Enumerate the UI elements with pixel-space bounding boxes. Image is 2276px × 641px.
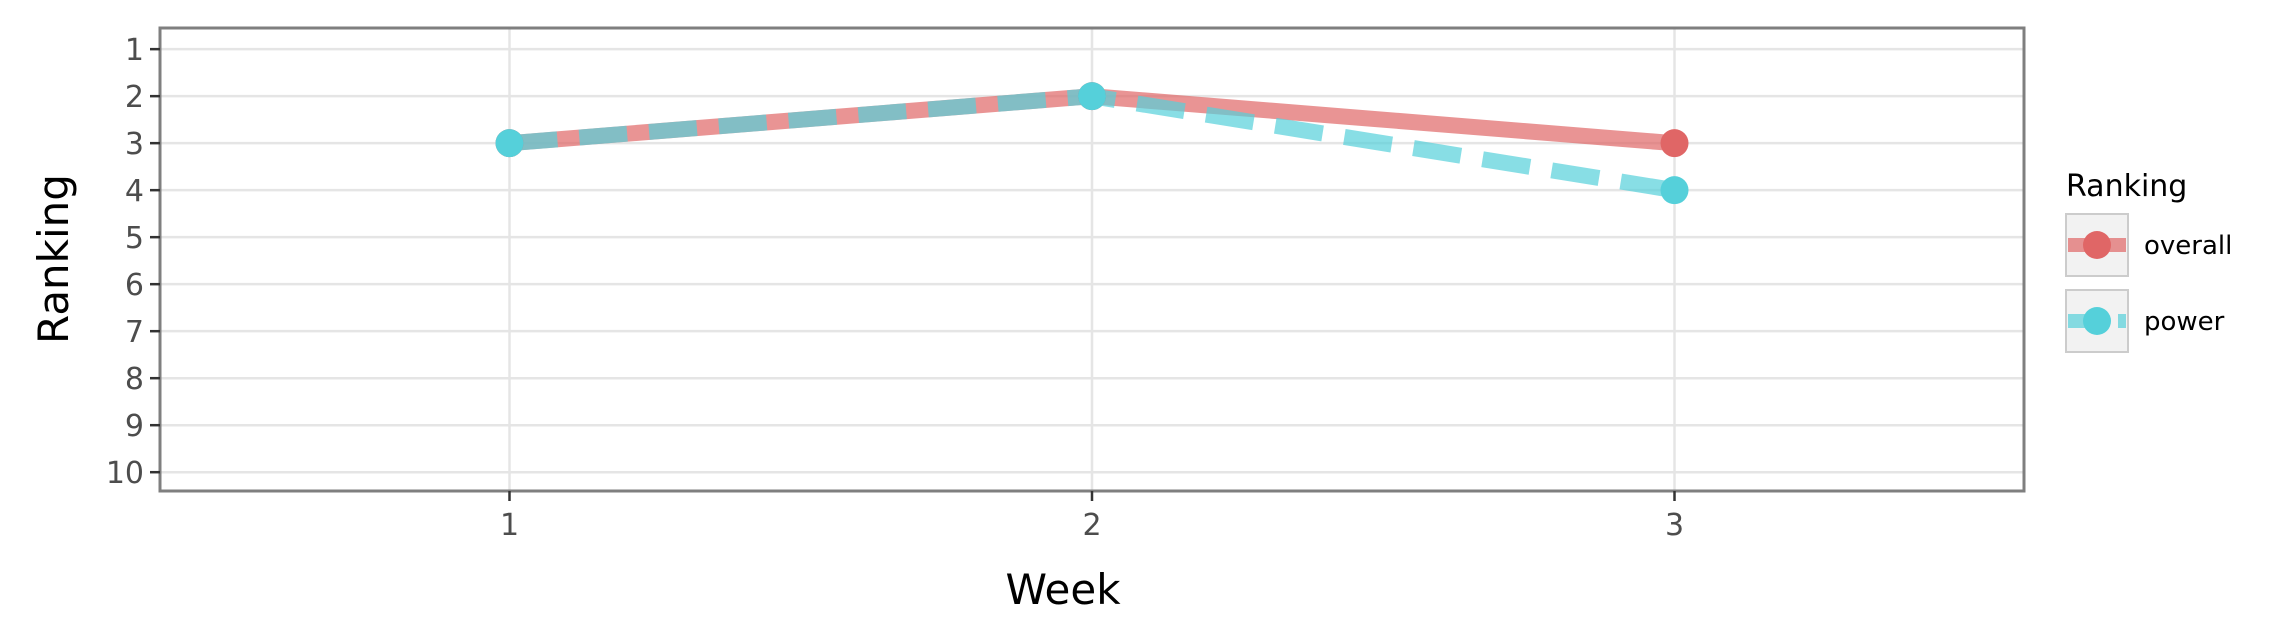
legend-key-point — [2083, 231, 2111, 259]
data-point-power — [1078, 82, 1106, 111]
y-tick-label: 1 — [125, 33, 144, 68]
y-tick-label: 4 — [125, 174, 144, 209]
x-tick-label: 2 — [1082, 508, 1101, 543]
legend-key-point — [2083, 307, 2111, 335]
x-tick-label: 1 — [500, 508, 519, 543]
y-tick-label: 2 — [125, 80, 144, 115]
series-points — [495, 82, 1689, 205]
x-tick-label: 3 — [1665, 508, 1684, 543]
data-point-overall — [1660, 129, 1689, 158]
axis-ticks: 1 2 3 4 5 6 7 8 9 10 1 2 3 — [106, 33, 1684, 543]
y-tick-label: 8 — [125, 362, 144, 397]
y-tick-label: 10 — [106, 456, 144, 491]
legend-item-overall: overall — [2065, 213, 2232, 277]
legend-label: overall — [2144, 231, 2232, 261]
y-tick-label: 9 — [125, 409, 144, 444]
legend-title: Ranking — [2066, 169, 2187, 204]
data-point-power — [495, 129, 524, 158]
x-axis-title: Week — [1005, 565, 1121, 614]
y-tick-label: 3 — [125, 127, 144, 162]
data-point-power — [1660, 176, 1689, 205]
legend: Ranking overall power — [2065, 169, 2232, 353]
legend-label: power — [2144, 307, 2225, 337]
y-tick-label: 7 — [125, 315, 144, 350]
y-tick-label: 5 — [125, 221, 144, 256]
y-tick-label: 6 — [125, 268, 144, 303]
legend-item-power: power — [2065, 289, 2225, 353]
y-axis-title: Ranking — [29, 174, 78, 344]
